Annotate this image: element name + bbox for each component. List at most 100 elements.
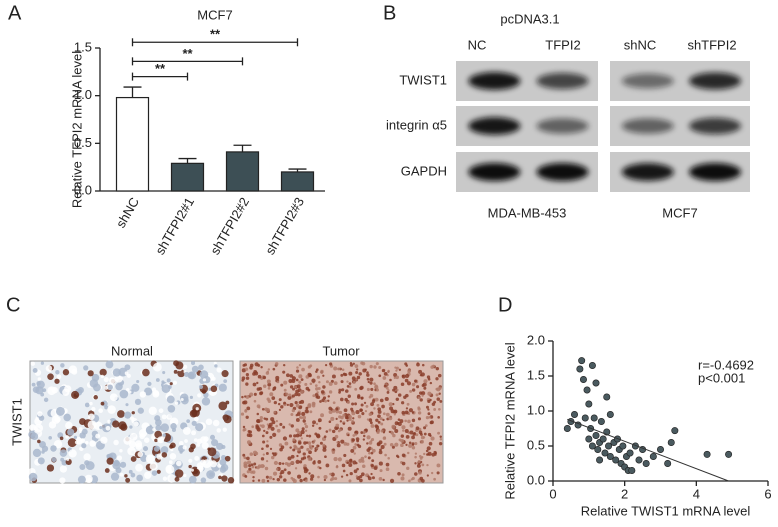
- cell: [350, 448, 355, 453]
- cell: [348, 371, 353, 376]
- cell: [394, 442, 399, 447]
- point: [619, 442, 627, 450]
- cell: [211, 439, 219, 447]
- cell: [254, 371, 259, 376]
- cell: [341, 388, 345, 392]
- cell: [290, 413, 294, 417]
- cell: [271, 452, 275, 455]
- cell: [383, 384, 387, 388]
- cell: [272, 386, 277, 391]
- cell: [273, 400, 277, 405]
- cell: [104, 405, 109, 410]
- cell: [65, 421, 73, 430]
- cell: [422, 436, 426, 439]
- cell: [436, 471, 440, 475]
- cell: [174, 401, 179, 405]
- cell: [438, 392, 441, 395]
- cell: [271, 420, 276, 425]
- lane-label: shTFPI2: [687, 37, 736, 52]
- cell: [411, 382, 416, 387]
- cell: [200, 477, 207, 483]
- cell: [421, 456, 424, 459]
- cell: [427, 391, 432, 396]
- cell: [306, 447, 310, 452]
- cell: [300, 378, 304, 381]
- cell: [265, 451, 269, 455]
- cell: [409, 389, 413, 393]
- cell: [380, 429, 384, 433]
- cell: [385, 412, 390, 417]
- cell: [272, 367, 276, 371]
- cell: [404, 378, 409, 383]
- y-tick-label: 2.0: [527, 332, 545, 347]
- cell: [37, 457, 45, 465]
- cell: [77, 475, 86, 484]
- cell: [243, 400, 248, 405]
- cell: [438, 441, 443, 446]
- cell: [266, 379, 271, 384]
- cell: [67, 428, 75, 436]
- cell: [352, 460, 357, 465]
- cell: [131, 383, 140, 392]
- cell: [423, 432, 427, 436]
- cell: [156, 453, 163, 460]
- cell: [371, 399, 376, 403]
- cell: [317, 386, 321, 390]
- cell: [338, 410, 343, 415]
- cell: [192, 468, 200, 477]
- cell: [346, 419, 349, 422]
- cell: [298, 416, 302, 419]
- cell: [253, 462, 257, 466]
- point: [601, 449, 609, 457]
- cell: [369, 377, 374, 382]
- cell: [437, 431, 441, 435]
- cell: [320, 413, 325, 418]
- cell: [359, 408, 363, 412]
- cell: [389, 406, 394, 411]
- cell: [435, 366, 440, 371]
- cell: [244, 408, 248, 412]
- cell: [404, 419, 407, 423]
- cell: [83, 453, 91, 461]
- vector-label: pcDNA3.1: [500, 11, 559, 26]
- blot-band: [468, 117, 521, 135]
- cell: [411, 443, 415, 446]
- cell: [266, 479, 270, 483]
- cell: [328, 428, 332, 432]
- cell: [180, 397, 184, 401]
- cell: [280, 383, 284, 387]
- cell: [387, 456, 390, 460]
- cell: [184, 371, 190, 377]
- cell: [438, 386, 442, 390]
- cell: [332, 401, 336, 405]
- cell: [300, 430, 305, 435]
- cell: [377, 429, 380, 433]
- cell: [385, 462, 390, 467]
- lane-label: NC: [468, 37, 487, 52]
- cell: [429, 381, 433, 385]
- cell: [360, 431, 364, 434]
- cell: [381, 368, 386, 373]
- cell: [366, 448, 371, 453]
- cell: [346, 385, 350, 388]
- cell: [106, 457, 114, 465]
- cell: [308, 472, 311, 475]
- panel-label: D: [498, 294, 512, 316]
- cell: [301, 367, 305, 372]
- cell: [197, 393, 202, 398]
- cell: [136, 474, 143, 482]
- cell: [341, 368, 345, 372]
- cell: [218, 383, 227, 392]
- cell: [71, 368, 78, 375]
- point: [667, 438, 675, 446]
- cell: [103, 377, 109, 383]
- cell: [405, 407, 409, 410]
- cell: [373, 365, 377, 369]
- cell: [411, 388, 416, 392]
- cell: [345, 473, 349, 477]
- cell: [67, 438, 77, 448]
- cell: [282, 436, 288, 441]
- cell: [273, 410, 276, 414]
- cell: [152, 390, 160, 398]
- cell: [391, 424, 396, 429]
